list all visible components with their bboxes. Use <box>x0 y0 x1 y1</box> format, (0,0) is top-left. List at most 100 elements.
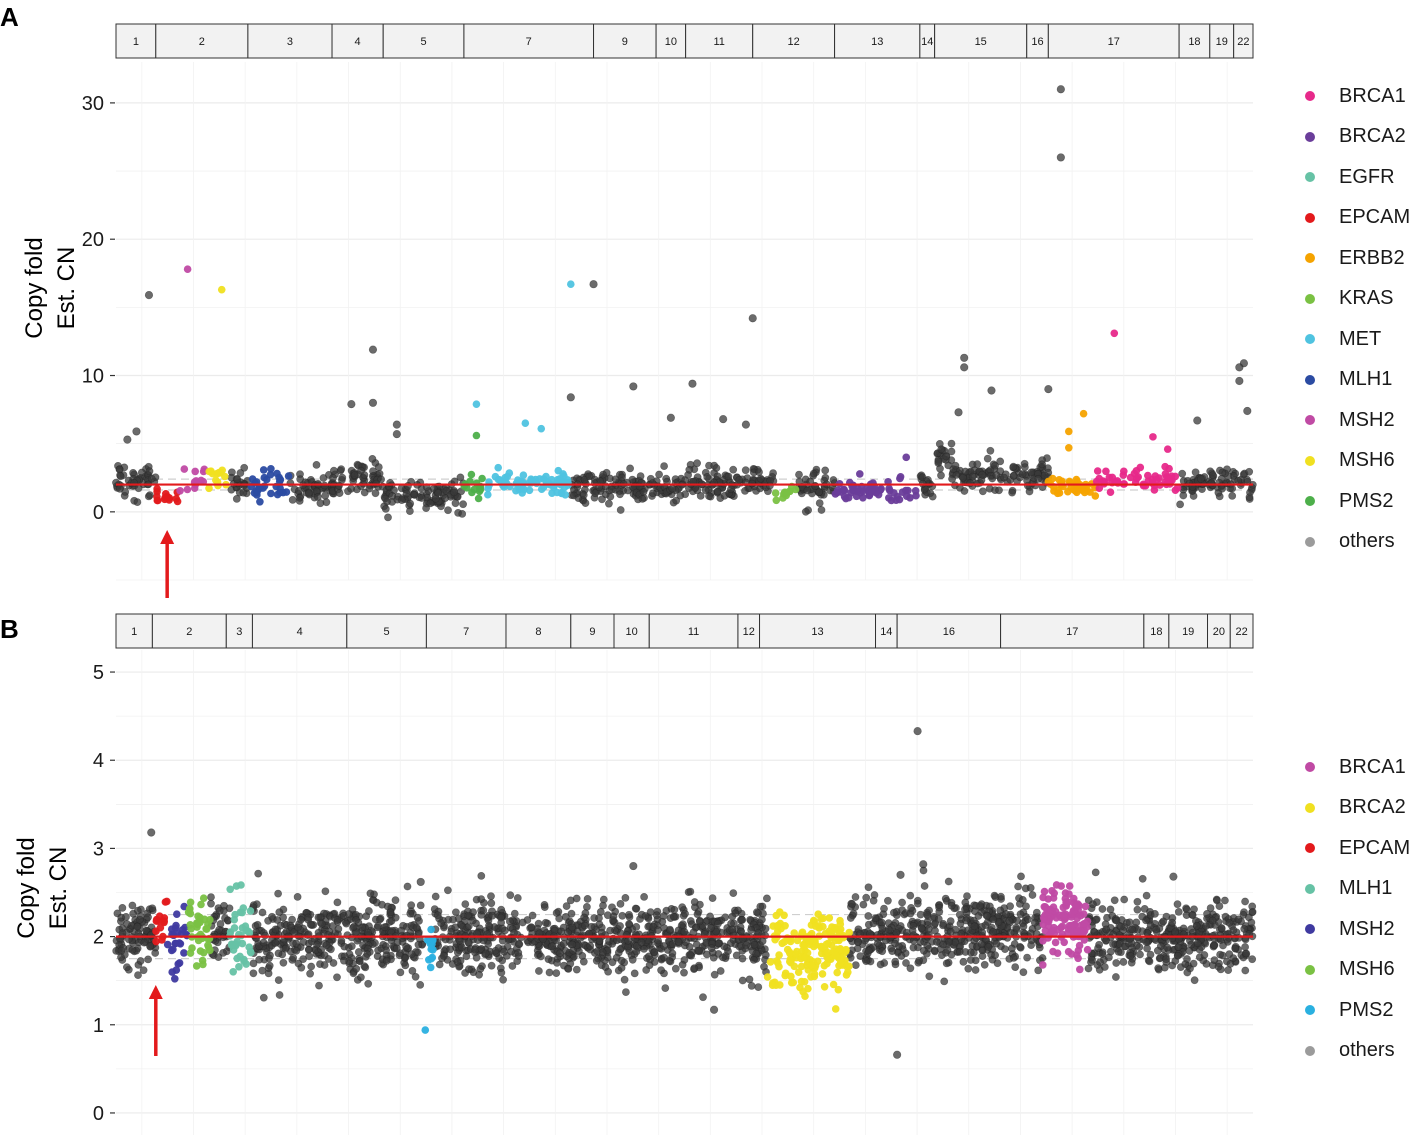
legend-label: MLH1 <box>1339 368 1393 390</box>
data-point-others <box>854 938 862 947</box>
data-point-msh2 <box>172 921 180 930</box>
chromosome-label: 3 <box>236 626 242 638</box>
panel-a-ylabel-line1: Copy fold <box>21 237 48 338</box>
data-point-msh2 <box>191 467 199 476</box>
data-point-others <box>236 469 245 477</box>
data-point-pms2 <box>467 470 476 479</box>
data-point-others <box>1102 936 1110 945</box>
data-point-others <box>738 976 747 985</box>
data-point-others <box>705 492 713 500</box>
data-point-brca1 <box>1044 911 1053 919</box>
data-point-pms2 <box>470 485 479 494</box>
outlier-point <box>147 828 156 837</box>
panel-b-letter: B <box>0 614 19 644</box>
data-point-brca1 <box>1065 882 1074 890</box>
data-point-others <box>1152 925 1161 934</box>
chromosome-label: 5 <box>384 626 390 638</box>
data-point-brca1 <box>1083 945 1092 954</box>
legend-label: others <box>1339 1039 1395 1061</box>
data-point-msh6 <box>192 962 201 970</box>
data-point-brca2 <box>775 951 783 959</box>
chromosome-box <box>247 23 333 59</box>
data-point-brca2 <box>797 962 806 971</box>
data-point-others <box>134 971 142 979</box>
data-point-others <box>381 504 390 513</box>
data-point-others <box>755 468 763 476</box>
data-point-others <box>992 471 1001 479</box>
data-point-others <box>329 466 338 475</box>
data-point-others <box>122 913 130 921</box>
outlier-point <box>472 400 481 408</box>
chromosome-box <box>1229 613 1254 649</box>
data-point-others <box>699 993 707 1002</box>
legend-label: BRCA1 <box>1339 755 1406 778</box>
data-point-others <box>491 946 500 955</box>
data-point-brca2 <box>820 961 829 970</box>
data-point-msh2 <box>175 959 184 967</box>
data-point-others <box>540 903 549 911</box>
data-point-mlh1 <box>228 941 236 949</box>
data-point-others <box>1132 918 1141 927</box>
data-point-others <box>581 921 589 930</box>
data-point-brca2 <box>819 914 827 923</box>
data-point-others <box>625 910 633 919</box>
data-point-others <box>680 968 688 977</box>
data-point-brca2 <box>842 494 850 503</box>
data-point-brca2 <box>874 490 883 499</box>
data-point-others <box>254 869 263 878</box>
data-point-brca1 <box>1079 928 1088 937</box>
data-point-others <box>848 900 856 908</box>
chromosome-label: 22 <box>1236 626 1248 638</box>
data-point-others <box>1034 474 1043 483</box>
data-point-others <box>608 485 616 494</box>
data-point-epcam <box>173 497 182 506</box>
data-point-others <box>386 908 395 917</box>
legend-swatch <box>1305 131 1315 142</box>
outlier-point <box>919 860 928 869</box>
data-point-others <box>1106 905 1115 914</box>
data-point-others <box>665 956 674 965</box>
data-point-others <box>313 492 322 501</box>
data-point-brca1 <box>1040 887 1049 896</box>
data-point-others <box>761 951 770 959</box>
data-point-others <box>374 463 383 471</box>
outlier-point <box>719 415 728 424</box>
data-point-others <box>500 947 508 956</box>
data-point-others <box>498 936 507 945</box>
data-point-others <box>606 492 615 501</box>
data-point-mlh1 <box>226 885 234 894</box>
data-point-brca2 <box>856 470 864 478</box>
data-point-others <box>1000 473 1008 482</box>
chromosome-label: 13 <box>811 626 823 638</box>
data-point-others <box>1098 905 1107 913</box>
panel-b-ylabel-line1: Copy fold <box>13 837 40 938</box>
data-point-others <box>315 981 323 990</box>
data-point-others <box>1102 925 1111 934</box>
data-point-others <box>1112 916 1121 925</box>
data-point-met <box>535 475 544 483</box>
data-point-others <box>380 923 389 932</box>
data-point-others <box>279 958 288 967</box>
data-point-others <box>1026 884 1035 892</box>
data-point-others <box>1178 469 1187 478</box>
data-point-others <box>255 955 264 964</box>
data-point-others <box>439 952 448 960</box>
legend-item-msh2: MSH2 <box>1300 408 1395 432</box>
chromosome-box <box>896 613 1002 649</box>
chromosome-box <box>1233 23 1254 59</box>
data-point-others <box>964 964 973 973</box>
data-point-msh6 <box>186 898 195 907</box>
outlier-point <box>960 353 969 362</box>
data-point-others <box>135 915 144 924</box>
data-point-others <box>916 910 925 919</box>
data-point-others <box>422 504 430 512</box>
data-point-others <box>350 471 359 479</box>
data-point-others <box>864 946 873 955</box>
data-point-brca2 <box>793 936 802 945</box>
data-point-others <box>328 922 337 930</box>
chromosome-label: 10 <box>626 626 638 638</box>
data-point-others <box>402 489 411 498</box>
data-point-others <box>951 461 960 470</box>
legend-swatch <box>1305 883 1315 894</box>
data-point-others <box>1009 462 1018 471</box>
